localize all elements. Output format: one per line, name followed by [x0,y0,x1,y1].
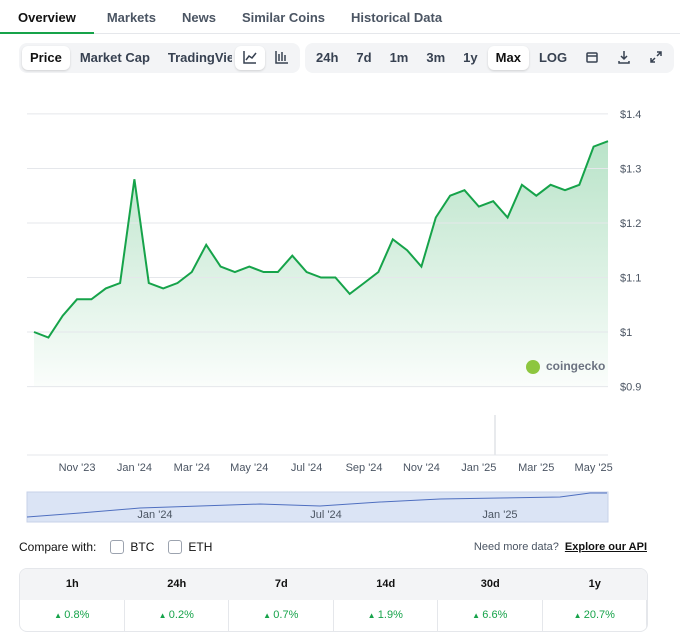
navigator-label: Jan '25 [482,509,517,521]
y-tick-label: $1 [620,327,632,339]
x-tick-label: Mar '25 [518,462,554,474]
performance-table: 1h 24h 7d 14d 30d 1y ▲ 0.8% ▲ 0.2% ▲ 0.7% ▲ 1.9% ▲… [19,568,648,632]
navigator-label: Jan '24 [137,509,172,521]
y-tick-label: $1.2 [620,218,641,230]
performance-header: 30d [438,569,543,600]
navigator[interactable] [26,491,609,523]
performance-cell: ▲ 20.7% [543,599,647,631]
up-arrow: ▲ [472,610,483,620]
price-line [33,140,609,339]
range-button[interactable]: Max [487,46,529,70]
performance-cell: ▲ 1.9% [334,599,438,631]
x-tick-label: Jan '24 [117,462,152,474]
view-group [232,43,300,73]
api-link[interactable]: Explore our API [564,541,647,553]
chart-type-button[interactable]: Market Cap [79,50,150,65]
x-tick-label: May '24 [230,462,268,474]
x-tick-label: May '25 [575,462,613,474]
up-arrow: ▲ [54,610,65,620]
tab[interactable]: Overview [0,0,94,34]
range-button[interactable]: 3m [426,50,446,65]
performance-value: 20.7% [583,608,615,621]
checkbox[interactable] [168,540,183,554]
chart-type-group: Price Market Cap TradingView [19,43,256,73]
x-tick-label: Jan '25 [461,462,496,474]
x-tick-label: Nov '23 [59,462,96,474]
range-button[interactable]: 1m [389,50,409,65]
chart-type-button[interactable]: Price [22,46,70,70]
up-arrow: ▲ [573,610,584,620]
candle-icon [275,51,288,64]
performance-cell: ▲ 0.8% [20,599,125,631]
navigator-line [26,492,607,518]
watermark-logo [526,360,540,374]
performance-value: 1.9% [377,608,403,621]
x-tick-label: Nov '24 [403,462,440,474]
compare-row: Compare with: BTC ETH Need more data? Ex… [19,540,647,554]
range-group: 24h 7d 1m 3m 1y Max LOG [305,43,675,73]
up-arrow: ▲ [367,610,378,620]
up-arrow: ▲ [263,610,274,620]
performance-header: 7d [229,569,334,600]
performance-value: 6.6% [482,608,508,621]
range-button[interactable]: 1y [463,50,478,65]
calendar-icon [586,52,598,63]
compare-label: Compare with: [19,540,97,554]
y-tick-label: $0.9 [620,382,641,394]
x-tick-label: Mar '24 [174,462,210,474]
navigator-label: Jul '24 [310,509,341,521]
api-note: Need more data? [473,541,559,553]
performance-header: 24h [124,569,229,600]
x-tick-label: Sep '24 [346,462,383,474]
performance-value: 0.2% [168,608,194,621]
tab[interactable]: Similar Coins [241,10,326,25]
tab[interactable]: Markets [106,10,156,25]
up-arrow: ▲ [158,610,169,620]
y-tick-label: $1.4 [620,109,641,121]
download-icon [618,51,630,64]
range-button[interactable]: 24h [316,50,339,65]
range-button[interactable]: 7d [356,50,372,65]
download-button[interactable] [609,46,639,70]
area [34,141,608,387]
line-view-button[interactable] [235,46,265,70]
line-icon [243,51,257,64]
performance-header: 1y [542,569,647,600]
fullscreen-button[interactable] [641,46,671,70]
performance-header: 1h [20,569,125,600]
performance-cell: ▲ 0.2% [125,599,229,631]
chart-type-button[interactable]: TradingView [167,50,245,65]
compare-option[interactable]: BTC [130,540,155,554]
performance-value: 0.8% [64,608,90,621]
tab[interactable]: News [181,10,216,25]
performance-header: 14d [333,569,438,600]
performance-cell: ▲ 6.6% [438,599,543,631]
calendar-button[interactable] [577,46,607,70]
tab[interactable]: Historical Data [351,10,443,25]
range-button[interactable]: LOG [538,50,568,65]
watermark: coingecko [546,359,605,373]
candle-view-button[interactable] [267,46,297,70]
y-tick-label: $1.1 [620,273,641,285]
expand-icon [650,51,662,63]
performance-cell: ▲ 0.7% [229,599,334,631]
checkbox[interactable] [110,540,125,554]
compare-option[interactable]: ETH [188,540,213,554]
chart: May '25 Mar '25 Jan '25 Nov '24 Sep '24 Jul '… [26,109,641,523]
y-tick-label: $1.3 [620,163,641,175]
x-tick-label: Jul '24 [291,462,322,474]
tab-bar: Overview Markets News Similar Coins Hist… [0,0,680,34]
performance-value: 0.7% [273,608,299,621]
